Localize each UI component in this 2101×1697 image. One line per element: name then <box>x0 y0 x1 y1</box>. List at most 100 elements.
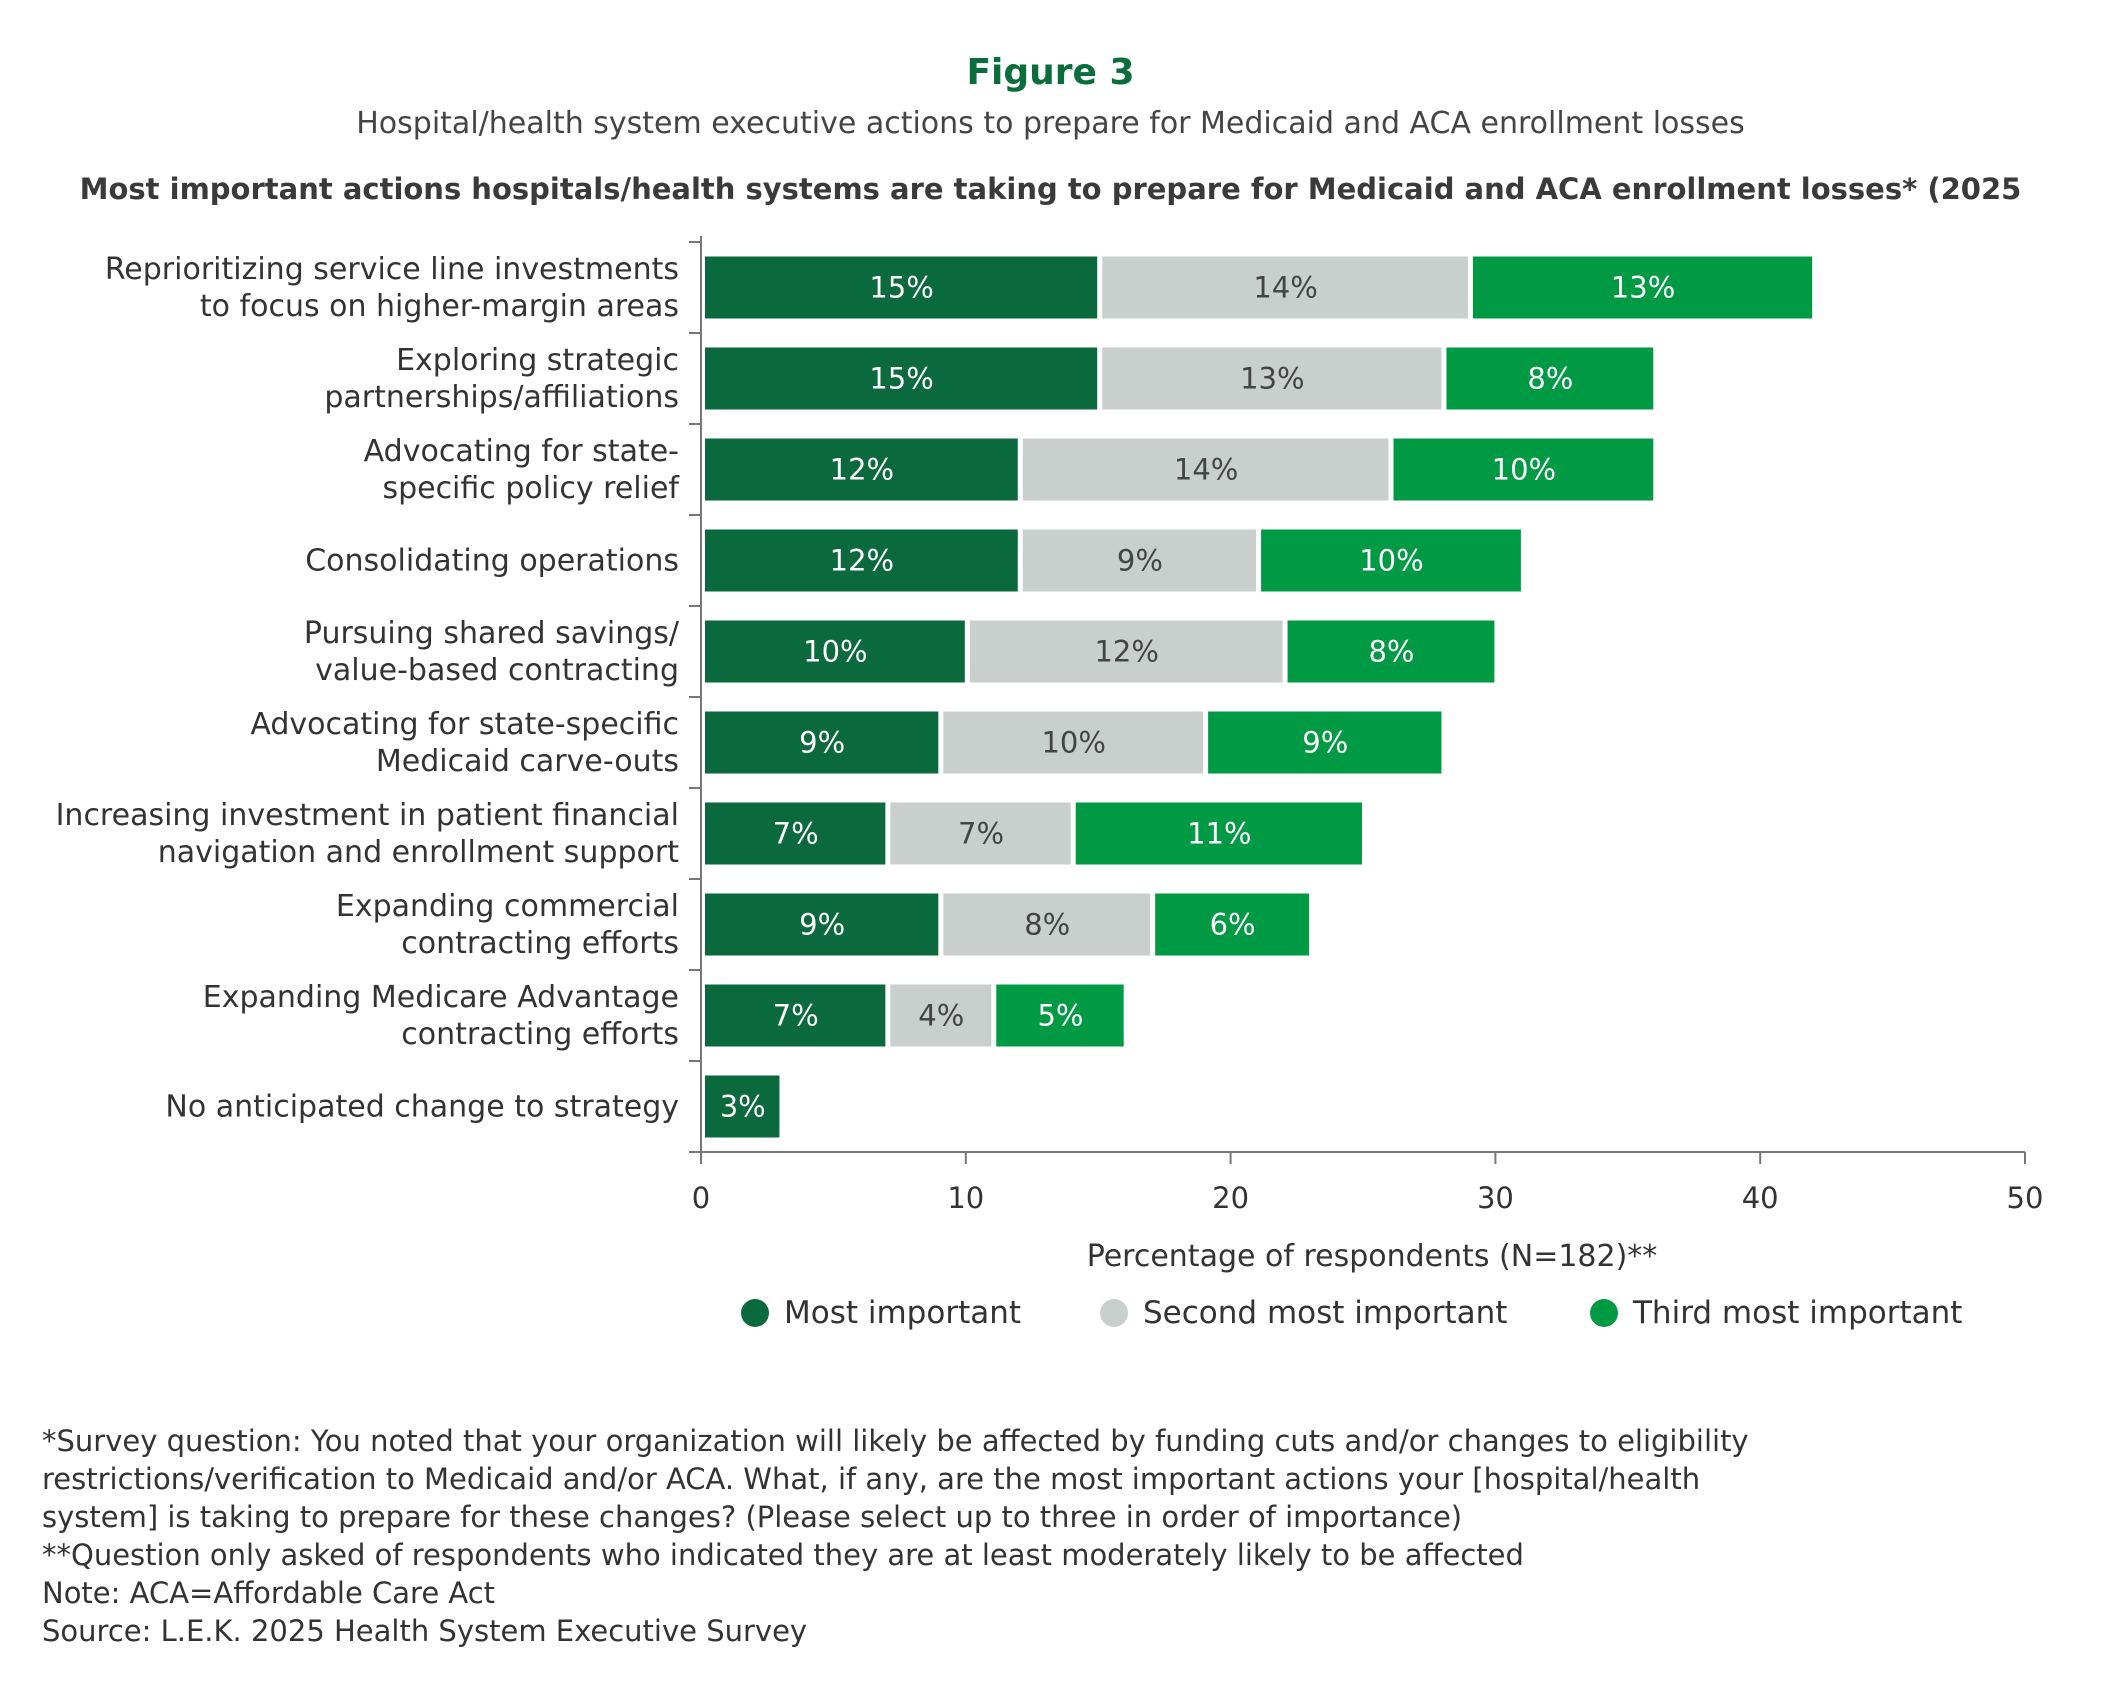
bar-segment <box>705 529 1018 592</box>
chart-title: Most important actions hospitals/health … <box>79 172 2022 206</box>
bar-segments: 15% 14% 13% 15% 13% 8% 12% 14% 10% 12% 9% 10% 10% 12%… <box>705 256 1813 1138</box>
bar-segment <box>943 711 1204 774</box>
data-label: 3% <box>720 1090 766 1124</box>
data-label: 14% <box>1174 453 1238 487</box>
data-label: 9% <box>1302 726 1348 760</box>
data-label: 8% <box>1368 635 1414 669</box>
data-label: 10% <box>1492 453 1556 487</box>
category-label: Pursuing shared savings/ <box>304 616 680 651</box>
bar-segment <box>1102 347 1442 410</box>
stacked-bar-chart: Reprioritizing service line investmentst… <box>56 236 2043 1331</box>
bar-segment <box>890 802 1071 865</box>
category-label: value-based contracting <box>315 653 679 688</box>
footnote-line: Note: ACA=Affordable Care Act <box>42 1576 496 1610</box>
bar-segment <box>705 620 965 683</box>
footnote-line: system] is taking to prepare for these c… <box>42 1500 1463 1534</box>
legend-label: Second most important <box>1143 1295 1507 1331</box>
figure-subtitle: Hospital/health system executive actions… <box>356 106 1745 141</box>
data-label: 4% <box>918 999 964 1033</box>
bar-segment <box>705 984 886 1047</box>
bar-segment <box>705 1075 780 1138</box>
data-label: 8% <box>1024 908 1070 942</box>
bar-segment <box>969 620 1283 683</box>
x-tick-label: 50 <box>2007 1181 2044 1215</box>
data-label: 7% <box>773 999 819 1033</box>
data-label: 13% <box>1611 271 1675 305</box>
bar-segment <box>1446 347 1654 410</box>
data-label: 10% <box>1041 726 1105 760</box>
data-label: 12% <box>830 453 894 487</box>
category-label: Expanding Medicare Advantage <box>203 980 679 1015</box>
bar-segment <box>1472 256 1813 319</box>
bar-segment <box>943 893 1151 956</box>
footnote-line: Source: L.E.K. 2025 Health System Execut… <box>42 1614 808 1648</box>
data-label: 9% <box>1117 544 1163 578</box>
category-label: Medicaid carve-outs <box>376 744 679 779</box>
x-axis-title: Percentage of respondents (N=182)** <box>1087 1239 1658 1274</box>
footnotes: *Survey question: You noted that your or… <box>42 1422 2062 1650</box>
data-label: 12% <box>1094 635 1158 669</box>
bar-segment <box>705 802 886 865</box>
footnote-line: *Survey question: You noted that your or… <box>42 1424 1749 1458</box>
category-label: Advocating for state- <box>364 434 679 469</box>
bar-segment <box>890 984 992 1047</box>
data-label: 7% <box>958 817 1004 851</box>
bar-segment <box>1287 620 1495 683</box>
data-label: 11% <box>1187 817 1251 851</box>
bar-segment <box>705 438 1018 501</box>
bar-segment <box>705 893 939 956</box>
category-labels: Reprioritizing service line investmentst… <box>56 252 681 1125</box>
category-label: partnerships/affiliations <box>324 380 679 415</box>
bar-segment <box>1208 711 1442 774</box>
legend-label: Most important <box>784 1295 1021 1331</box>
category-label: navigation and enrollment support <box>158 835 679 870</box>
data-label: 14% <box>1253 271 1317 305</box>
data-label: 10% <box>1359 544 1423 578</box>
x-tick-label: 10 <box>947 1181 984 1215</box>
data-label: 8% <box>1527 362 1573 396</box>
data-label: 15% <box>869 362 933 396</box>
legend: Most important Second most important Third… <box>741 1295 1962 1331</box>
category-label: contracting efforts <box>401 1017 679 1052</box>
bar-segment <box>1261 529 1521 592</box>
category-label: contracting efforts <box>401 926 679 961</box>
x-axis: 0 10 20 30 40 50 <box>689 236 2043 1215</box>
data-label: 5% <box>1037 999 1083 1033</box>
legend-swatch <box>741 1299 769 1327</box>
data-label: 10% <box>803 635 867 669</box>
bar-segment <box>705 711 939 774</box>
data-label: 12% <box>830 544 894 578</box>
legend-swatch <box>1590 1299 1618 1327</box>
category-label: specific policy relief <box>382 471 680 506</box>
data-label: 15% <box>869 271 933 305</box>
bar-segment <box>996 984 1124 1047</box>
category-label: to focus on higher-margin areas <box>200 289 679 324</box>
category-label: Expanding commercial <box>336 889 679 924</box>
figure-label: Figure 3 <box>966 52 1135 93</box>
footnote-line: **Question only asked of respondents who… <box>42 1538 1524 1572</box>
legend-label: Third most important <box>1632 1295 1962 1331</box>
data-label: 9% <box>799 908 845 942</box>
category-label: Advocating for state-specific <box>250 707 679 742</box>
bar-segment <box>705 256 1098 319</box>
legend-swatch <box>1100 1299 1128 1327</box>
bar-segment <box>1075 802 1362 865</box>
x-tick-label: 0 <box>692 1181 710 1215</box>
category-label: Reprioritizing service line investments <box>105 252 679 287</box>
bar-segment <box>1022 438 1389 501</box>
category-label: No anticipated change to strategy <box>165 1090 679 1125</box>
x-tick-label: 30 <box>1477 1181 1514 1215</box>
footnote-line: restrictions/verification to Medicaid an… <box>42 1462 1701 1496</box>
bar-segment <box>1393 438 1654 501</box>
data-label: 6% <box>1210 908 1256 942</box>
x-tick-label: 20 <box>1212 1181 1249 1215</box>
data-label: 9% <box>799 726 845 760</box>
category-label: Increasing investment in patient financi… <box>56 798 679 833</box>
category-label: Consolidating operations <box>305 544 679 579</box>
bar-segment <box>1102 256 1468 319</box>
category-label: Exploring strategic <box>396 343 679 378</box>
bar-segment <box>1022 529 1257 592</box>
data-label: 13% <box>1240 362 1304 396</box>
data-label: 7% <box>773 817 819 851</box>
